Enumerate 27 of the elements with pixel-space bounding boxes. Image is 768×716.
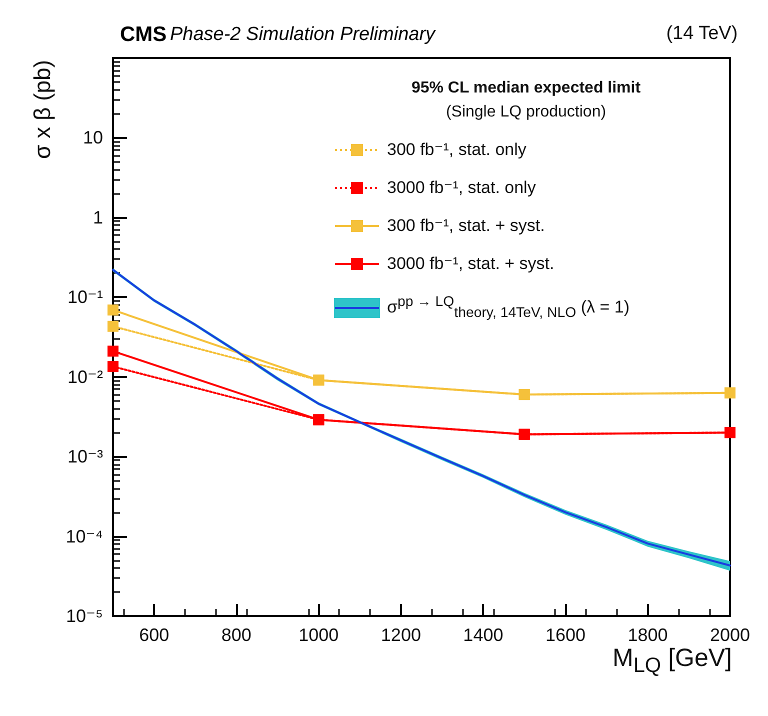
y-axis-title: σ x β (pb) <box>29 60 55 159</box>
y-tick-label: 10⁻² <box>67 366 103 387</box>
text: (14 TeV) <box>666 23 738 44</box>
y-tick-label: 10⁻¹ <box>67 287 103 308</box>
chart-title: CMS <box>120 23 167 46</box>
x-tick-label: 1800 <box>628 625 668 645</box>
legend-label: 300 fb⁻¹, stat. only <box>387 139 526 161</box>
x-tick-label: 1600 <box>545 625 586 645</box>
annotation: (Single LQ production) <box>446 104 606 120</box>
x-tick-label: 800 <box>221 625 252 645</box>
chart-subtitle: Phase-2 Simulation Preliminary <box>170 24 437 45</box>
x-tick-label: 2000 <box>710 625 750 645</box>
y-tick-label: 10 <box>82 128 103 148</box>
x-axis-title: M$_{LQ}$ [GeV] <box>612 644 732 678</box>
legend-label: 3000 fb⁻¹, stat. only <box>387 177 536 199</box>
y-tick-label: 10⁻⁵ <box>66 606 103 626</box>
legend-label: 300 fb⁻¹, stat. + syst. <box>387 215 545 237</box>
x-tick-label: 1200 <box>380 625 421 645</box>
y-tick-label: 1 <box>92 207 103 228</box>
legend-label: 3000 fb⁻¹, stat. + syst. <box>387 253 554 275</box>
legend-title: 95% CL median expected limit <box>411 80 642 96</box>
y-tick-label: 10⁻⁴ <box>66 526 103 546</box>
x-tick-label: 1000 <box>298 625 339 645</box>
legend-label: σ$^{pp → LQ}$$_{theory, 14TeV, NLO}$ (λ = 1) <box>387 293 630 324</box>
y-tick-label: 10⁻³ <box>67 446 103 467</box>
x-tick-label: 600 <box>139 625 170 645</box>
x-tick-label: 1400 <box>463 625 504 645</box>
